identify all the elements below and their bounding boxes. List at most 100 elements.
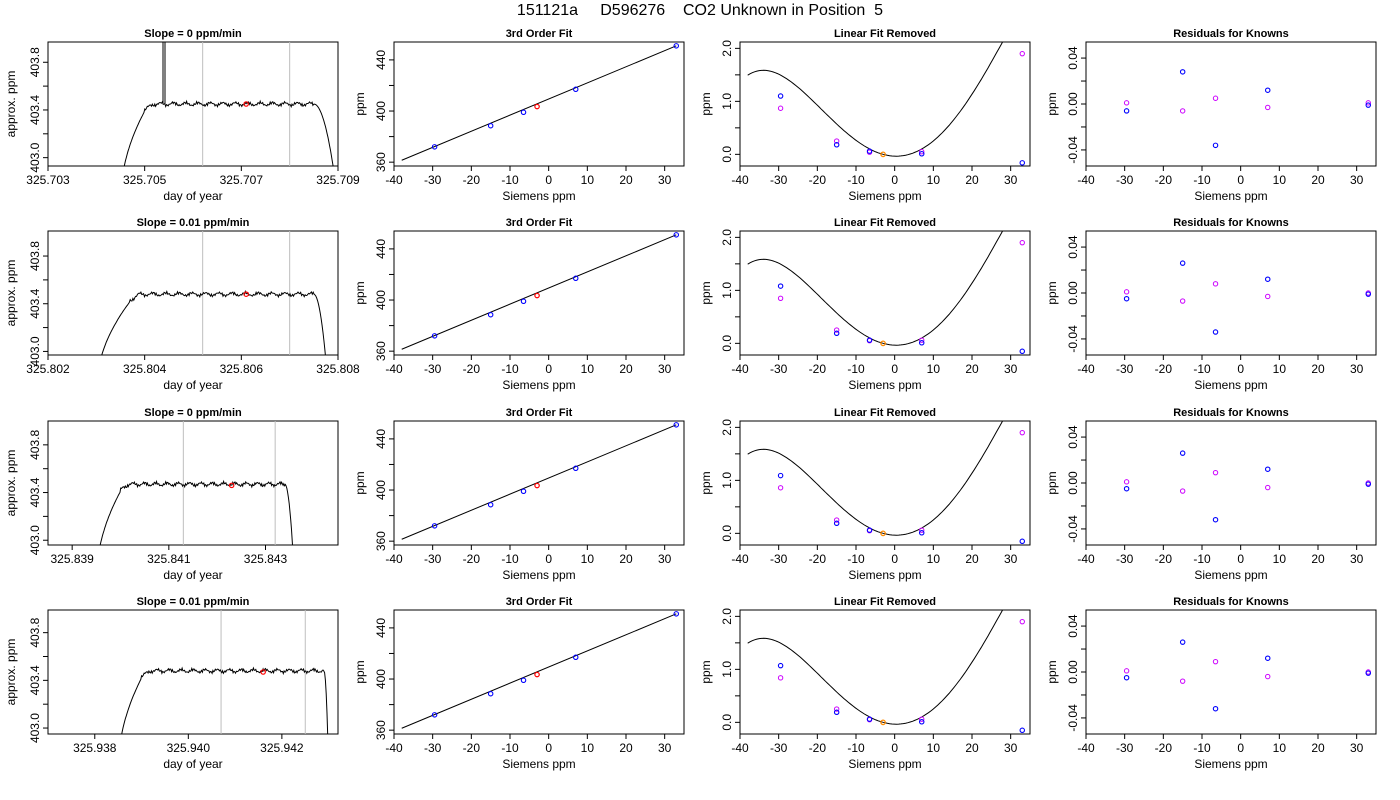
x-tick-label: 0: [1237, 173, 1244, 187]
data-point-magenta: [1123, 668, 1130, 674]
y-tick-label: 403.0: [28, 142, 42, 172]
data-point-blue: [1019, 160, 1026, 166]
y-tick-label: 440: [374, 618, 388, 638]
data-point-blue: [673, 232, 680, 238]
data-trace: [101, 289, 326, 355]
x-axis-label: Siemens ppm: [502, 568, 575, 582]
y-tick-label: 400: [374, 669, 388, 689]
x-tick-label: 325.843: [244, 552, 288, 566]
x-tick-label: -40: [1077, 362, 1095, 376]
data-point-magenta: [1179, 488, 1186, 494]
y-axis-label: ppm: [699, 660, 713, 683]
data-point-blue: [777, 283, 784, 289]
x-tick-label: 20: [1311, 362, 1325, 376]
x-tick-label: 325.806: [220, 362, 264, 376]
panel-title: Residuals for Knowns: [1173, 217, 1289, 229]
data-point-orange: [880, 530, 886, 537]
x-axis-label: Siemens ppm: [1194, 757, 1267, 771]
x-tick-label: 10: [927, 173, 941, 187]
data-point-blue: [918, 719, 925, 725]
data-point-magenta: [1212, 281, 1219, 287]
x-tick-label: -20: [1155, 173, 1173, 187]
data-point-magenta: [1123, 100, 1130, 106]
panel-title: Slope = 0.01 ppm/min: [137, 596, 250, 608]
data-point-blue: [1019, 727, 1026, 734]
x-tick-label: -40: [385, 741, 403, 755]
data-point-magenta: [1265, 484, 1271, 491]
data-trace: [99, 479, 293, 545]
y-tick-label: 403.0: [28, 713, 42, 743]
data-point-magenta: [1212, 95, 1219, 101]
y-tick-label: 1.0: [720, 282, 734, 299]
data-point-blue: [1365, 102, 1372, 108]
data-point-magenta: [1265, 104, 1271, 111]
panel-title: Residuals for Knowns: [1173, 28, 1289, 40]
data-point-blue: [572, 465, 579, 472]
data-trace: [123, 99, 334, 166]
x-tick-label: 325.703: [26, 173, 70, 187]
x-tick-label: -10: [1193, 741, 1211, 755]
x-axis-label: Siemens ppm: [848, 568, 921, 582]
x-tick-label: -30: [1116, 552, 1134, 566]
x-axis-label: day of year: [163, 568, 222, 582]
data-point-blue: [866, 148, 873, 154]
data-point-blue: [520, 488, 527, 495]
data-point-blue: [572, 654, 579, 661]
x-tick-label: 0: [1237, 552, 1244, 566]
x-tick-label: -20: [463, 552, 481, 566]
data-point-magenta: [1265, 673, 1271, 680]
y-tick-label: 2.0: [720, 608, 734, 625]
panel-title: Slope = 0 ppm/min: [144, 407, 242, 419]
y-tick-label: 2.0: [720, 229, 734, 246]
y-tick-label: -0.04: [1066, 136, 1080, 164]
data-point-magenta: [1123, 289, 1130, 295]
y-tick-label: 1.0: [720, 93, 734, 110]
data-point-orange: [880, 151, 886, 158]
x-tick-label: -30: [424, 173, 442, 187]
plot-frame: [393, 230, 685, 356]
x-tick-label: -20: [463, 173, 481, 187]
x-tick-label: 0: [545, 173, 552, 187]
page-title: 151121a D596276 CO2 Unknown in Position …: [516, 2, 884, 19]
y-tick-label: 0.0: [720, 335, 734, 352]
x-tick-label: -20: [1155, 741, 1173, 755]
y-tick-label: 0.0: [720, 714, 734, 731]
data-point-blue: [1212, 705, 1219, 712]
x-tick-label: -20: [809, 552, 827, 566]
x-tick-label: -20: [809, 362, 827, 376]
data-point-blue: [1264, 87, 1271, 93]
y-tick-label: 0.04: [1066, 614, 1080, 638]
x-tick-label: -30: [1116, 173, 1134, 187]
data-point-magenta: [919, 148, 925, 155]
x-tick-label: -40: [385, 362, 403, 376]
fit-line: [401, 45, 677, 161]
x-tick-label: 0: [1237, 741, 1244, 755]
data-point-magenta: [1019, 50, 1025, 57]
y-tick-label: 0.04: [1066, 46, 1080, 70]
x-axis-label: Siemens ppm: [502, 378, 575, 392]
data-point-blue: [1019, 348, 1026, 355]
data-point-magenta: [777, 295, 784, 301]
data-point-blue: [866, 716, 873, 722]
data-point-blue: [487, 122, 494, 129]
data-point-magenta: [1123, 479, 1130, 485]
x-axis-label: day of year: [163, 757, 222, 771]
y-axis-label: approx. ppm: [4, 260, 18, 327]
data-point-magenta: [1019, 239, 1025, 246]
plot-frame: [393, 41, 685, 167]
x-tick-label: 325.808: [316, 362, 360, 376]
y-axis-label: ppm: [1045, 471, 1059, 494]
y-tick-label: 403.8: [28, 241, 42, 271]
x-tick-label: -30: [770, 552, 788, 566]
data-point-blue: [1365, 291, 1372, 297]
data-point-magenta: [1179, 678, 1186, 684]
data-point-blue: [673, 422, 680, 428]
x-tick-label: -20: [809, 741, 827, 755]
plot-frame: [739, 609, 1031, 735]
x-tick-label: 10: [1273, 173, 1287, 187]
x-tick-label: 30: [1004, 552, 1018, 566]
data-point-magenta: [919, 337, 925, 343]
data-point-blue: [1264, 466, 1271, 472]
x-tick-label: -20: [463, 362, 481, 376]
y-tick-label: 360: [374, 152, 388, 172]
